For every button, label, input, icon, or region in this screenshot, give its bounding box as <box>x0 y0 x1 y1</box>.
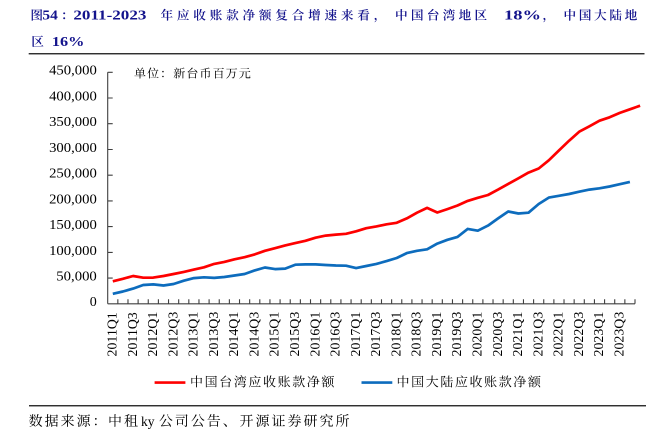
svg-text:18%: 18% <box>504 9 541 24</box>
svg-text:54: 54 <box>42 9 57 24</box>
svg-text:2012Q1: 2012Q1 <box>146 312 161 357</box>
svg-text:16%: 16% <box>52 35 85 50</box>
svg-text:450,000: 450,000 <box>49 64 97 79</box>
svg-text:2020Q1: 2020Q1 <box>471 312 486 357</box>
svg-text:200,000: 200,000 <box>49 192 97 207</box>
svg-text:2011Q1: 2011Q1 <box>106 312 121 356</box>
svg-text:0: 0 <box>90 295 97 310</box>
svg-text:2022Q1: 2022Q1 <box>552 312 567 357</box>
svg-text:2014Q1: 2014Q1 <box>227 312 242 357</box>
svg-text:2022Q3: 2022Q3 <box>572 312 587 357</box>
svg-text:2019Q1: 2019Q1 <box>430 312 445 357</box>
svg-text:2013Q3: 2013Q3 <box>207 312 222 357</box>
svg-text:100,000: 100,000 <box>49 244 97 259</box>
svg-text:2023Q3: 2023Q3 <box>613 312 628 357</box>
svg-text:2015Q3: 2015Q3 <box>288 312 303 357</box>
svg-text:2017Q3: 2017Q3 <box>369 312 384 357</box>
svg-text:ky: ky <box>141 414 155 429</box>
svg-text:2023Q1: 2023Q1 <box>592 312 607 357</box>
svg-text:2018Q1: 2018Q1 <box>389 312 404 357</box>
svg-text:150,000: 150,000 <box>49 218 97 233</box>
svg-text:2011-2023: 2011-2023 <box>73 9 146 24</box>
svg-text:350,000: 350,000 <box>49 115 97 130</box>
svg-text:300,000: 300,000 <box>49 141 97 156</box>
svg-text:2017Q1: 2017Q1 <box>349 312 364 357</box>
svg-text:2020Q3: 2020Q3 <box>491 312 506 357</box>
svg-text:2021Q3: 2021Q3 <box>531 312 546 357</box>
svg-text:250,000: 250,000 <box>49 167 97 182</box>
svg-text:2018Q3: 2018Q3 <box>410 312 425 357</box>
svg-text:2011Q3: 2011Q3 <box>126 312 141 356</box>
svg-text:2015Q1: 2015Q1 <box>268 312 283 357</box>
svg-text:400,000: 400,000 <box>49 89 97 104</box>
svg-text:2016Q1: 2016Q1 <box>308 312 323 357</box>
svg-text:2019Q3: 2019Q3 <box>450 312 465 357</box>
svg-text:2012Q3: 2012Q3 <box>166 312 181 357</box>
svg-text:2014Q3: 2014Q3 <box>247 312 262 357</box>
svg-text:2013Q1: 2013Q1 <box>187 312 202 357</box>
svg-text:2021Q1: 2021Q1 <box>511 312 526 357</box>
svg-text:2016Q3: 2016Q3 <box>329 312 344 357</box>
svg-text:50,000: 50,000 <box>56 270 97 285</box>
